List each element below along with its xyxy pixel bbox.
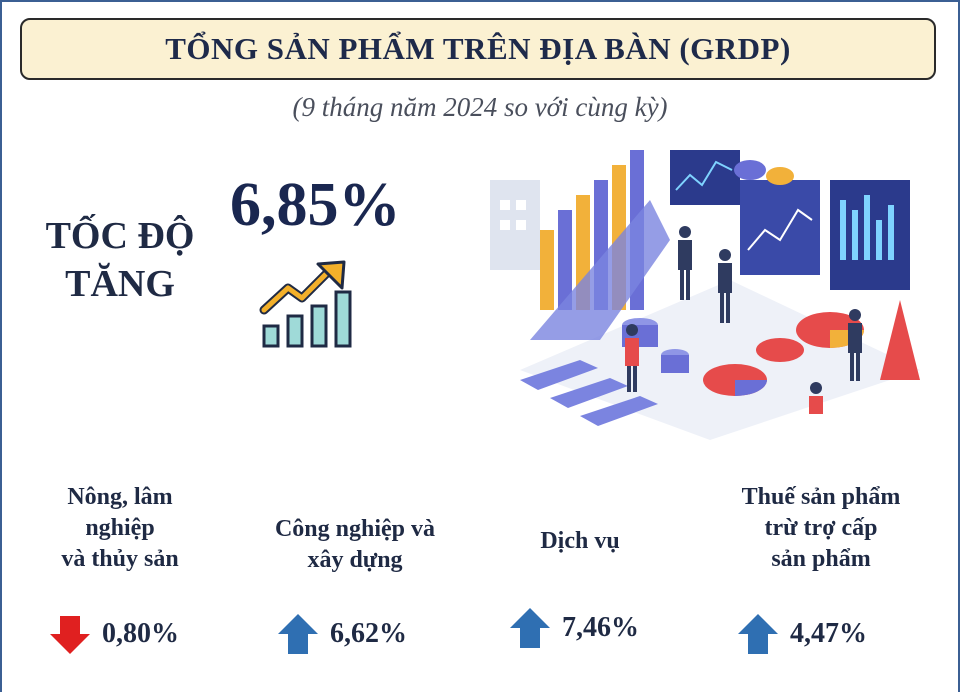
- page-title: TỔNG SẢN PHẨM TRÊN ĐỊA BÀN (GRDP): [20, 18, 936, 80]
- sector-taxes-line3: sản phẩm: [771, 546, 871, 572]
- sector-industry-line2: xây dựng: [307, 547, 403, 573]
- sector-industry-line1: Công nghiệp và: [274, 516, 436, 542]
- sector-agriculture-label: Nông, lâm nghiệp và thủy sản: [30, 482, 210, 575]
- growth-rate-label-line1: TỐC ĐỘ: [45, 215, 195, 257]
- sector-taxes-metric: 4,47%: [736, 612, 867, 656]
- growth-rate-label-line2: TĂNG: [65, 263, 175, 305]
- sector-agriculture-line3: và thủy sản: [61, 546, 179, 572]
- sector-services-line1: Dịch vụ: [540, 528, 620, 554]
- sector-services-value: 7,46%: [562, 612, 639, 643]
- page-subtitle: (9 tháng năm 2024 so với cùng kỳ): [292, 92, 668, 122]
- sector-taxes-value: 4,47%: [790, 618, 867, 649]
- up-arrow-icon: [738, 614, 778, 654]
- sector-industry-value: 6,62%: [330, 618, 407, 649]
- sector-agriculture-metric: 0,80%: [48, 612, 179, 656]
- up-arrow-icon: [278, 614, 318, 654]
- sector-agriculture-line1: Nông, lâm: [67, 484, 173, 510]
- sector-taxes-line1: Thuế sản phẩm: [741, 484, 901, 510]
- sector-taxes-line2: trừ trợ cấp: [764, 515, 878, 541]
- sector-taxes-label: Thuế sản phẩm trừ trợ cấp sản phẩm: [712, 482, 930, 575]
- sector-services-label: Dịch vụ: [510, 526, 650, 557]
- down-arrow-icon: [50, 616, 90, 654]
- sector-industry-label: Công nghiệp và xây dựng: [250, 514, 460, 576]
- up-arrow-icon: [510, 608, 550, 648]
- growth-rate-value: 6,85%: [230, 171, 401, 239]
- growth-chart-icon: [259, 260, 352, 348]
- growth-rate-label: TỐC ĐỘ TĂNG: [40, 212, 200, 308]
- sector-agriculture-value: 0,80%: [102, 618, 179, 649]
- sector-agriculture-line2: nghiệp: [85, 515, 155, 541]
- sector-industry-metric: 6,62%: [276, 612, 407, 656]
- business-analytics-illustration: [490, 150, 920, 440]
- sector-services-metric: 7,46%: [508, 606, 639, 650]
